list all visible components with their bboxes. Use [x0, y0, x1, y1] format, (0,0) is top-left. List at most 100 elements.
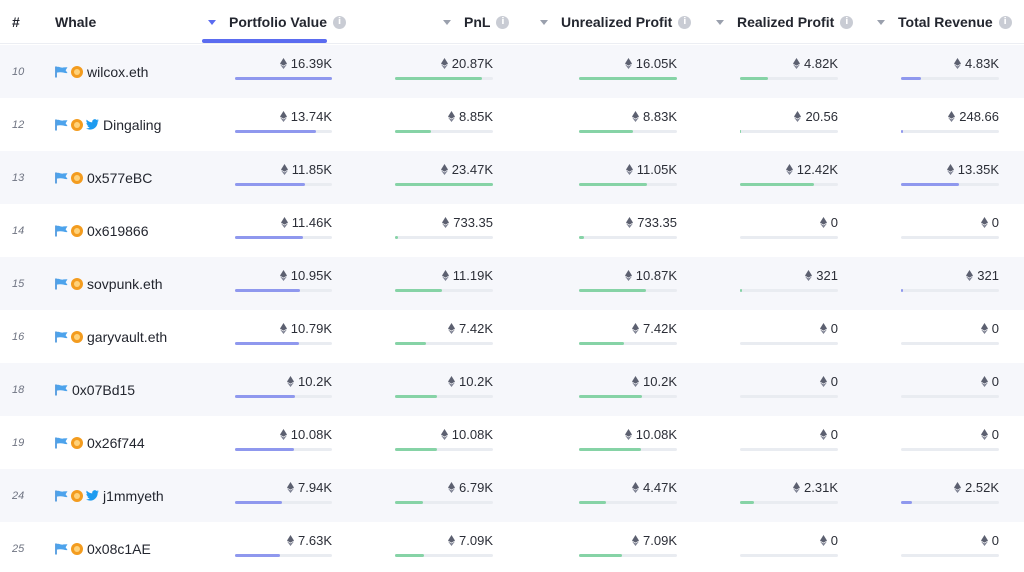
cell-realized: 321 [740, 257, 838, 310]
active-sort-indicator [202, 39, 327, 43]
table-row[interactable]: 18 0x07Bd15 10.2K 10.2K 10.2K 0 0 [0, 363, 1024, 416]
header-pnl[interactable]: PnL i [443, 0, 510, 44]
header-whale[interactable]: Whale [55, 0, 96, 44]
whale-cell[interactable]: 0x08c1AE [55, 522, 151, 572]
cell-pnl: 11.19K [395, 257, 493, 310]
whale-name[interactable]: Dingaling [103, 116, 162, 133]
whale-cell[interactable]: 0x07Bd15 [55, 363, 135, 416]
eth-icon [279, 270, 287, 281]
table-row[interactable]: 19 0x26f744 10.08K 10.08K 10.08K 0 0 [0, 416, 1024, 469]
value-revenue: 0 [991, 321, 999, 336]
header-total-revenue[interactable]: Total Revenue i [877, 0, 1012, 44]
eth-icon [948, 111, 956, 122]
bar-fill [579, 342, 625, 345]
row-rank: 10 [12, 65, 25, 78]
value-realized: 0 [830, 321, 838, 336]
whale-cell[interactable]: wilcox.eth [55, 45, 148, 98]
eth-icon [946, 164, 954, 175]
table-row[interactable]: 10 wilcox.eth 16.39K 20.87K 16.05K 4.82K 4.83K [0, 45, 1024, 98]
whale-name[interactable]: 0x08c1AE [87, 540, 151, 557]
table-row[interactable]: 14 0x619866 11.46K 733.35 733.35 0 0 [0, 204, 1024, 257]
table-row[interactable]: 13 0x577eBC 11.85K 23.47K 11.05K 12.42K 13.35K [0, 151, 1024, 204]
whale-cell[interactable]: sovpunk.eth [55, 257, 163, 310]
eth-icon [980, 429, 988, 440]
eth-icon [966, 270, 974, 281]
value-revenue: 0 [991, 427, 999, 442]
value-portfolio: 11.46K [291, 215, 332, 230]
value-revenue: 0 [991, 374, 999, 389]
value-unrealized: 10.87K [635, 268, 677, 283]
header-unrealized-profit[interactable]: Unrealized Profit i [540, 0, 692, 44]
whale-cell[interactable]: 0x577eBC [55, 151, 152, 204]
cell-pnl: 733.35 [395, 204, 493, 257]
whale-cell[interactable]: garyvault.eth [55, 310, 167, 363]
info-icon[interactable]: i [333, 15, 347, 29]
value-unrealized: 4.47K [643, 480, 677, 495]
eth-icon [279, 323, 287, 334]
eth-icon [440, 429, 448, 440]
whale-name[interactable]: j1mmyeth [103, 487, 164, 504]
whale-name[interactable]: 0x619866 [87, 222, 149, 239]
bar-fill [579, 183, 647, 186]
table-row[interactable]: 24 j1mmyeth 7.94K 6.79K 4.47K 2.31K 2.52K [0, 469, 1024, 522]
eth-icon [980, 376, 988, 387]
cell-pnl: 7.09K [395, 522, 493, 572]
cell-unrealized: 7.09K [579, 522, 677, 572]
table-row[interactable]: 25 0x08c1AE 7.63K 7.09K 7.09K 0 0 [0, 522, 1024, 572]
whale-name[interactable]: wilcox.eth [87, 63, 149, 80]
cell-revenue: 321 [901, 257, 999, 310]
table-row[interactable]: 12 Dingaling 13.74K 8.85K 8.83K 20.56 248.66 [0, 98, 1024, 151]
whale-name[interactable]: 0x26f744 [87, 434, 145, 451]
whale-cell[interactable]: 0x26f744 [55, 416, 145, 469]
bar-fill [740, 77, 769, 80]
info-icon[interactable]: i [840, 15, 854, 29]
whale-cell[interactable]: 0x619866 [55, 204, 149, 257]
whale-name[interactable]: sovpunk.eth [87, 275, 163, 292]
bar-fill [235, 395, 296, 398]
bar-track [901, 554, 999, 557]
eth-icon [980, 323, 988, 334]
table-row[interactable]: 15 sovpunk.eth 10.95K 11.19K 10.87K 321 321 [0, 257, 1024, 310]
cell-portfolio: 10.08K [235, 416, 332, 469]
cell-revenue: 0 [901, 310, 999, 363]
cell-unrealized: 4.47K [579, 469, 677, 522]
eth-icon [442, 217, 450, 228]
info-icon[interactable]: i [998, 15, 1012, 29]
whale-name[interactable]: 0x577eBC [87, 169, 153, 186]
whale-name[interactable]: garyvault.eth [87, 328, 168, 345]
bar-fill [901, 183, 959, 186]
info-icon[interactable]: i [678, 15, 692, 29]
bar-fill [901, 289, 903, 292]
cell-realized: 12.42K [740, 151, 838, 204]
eth-icon [624, 429, 632, 440]
row-rank: 16 [12, 330, 25, 343]
bar-fill [579, 448, 641, 451]
sort-caret-icon [877, 19, 885, 25]
bar-track [235, 130, 332, 133]
eth-icon [280, 164, 288, 175]
whale-cell[interactable]: j1mmyeth [55, 469, 164, 522]
value-realized: 4.82K [804, 56, 838, 71]
bar-track [740, 183, 838, 186]
cell-revenue: 248.66 [901, 98, 999, 151]
bar-fill [740, 183, 814, 186]
eth-icon [440, 164, 448, 175]
cell-unrealized: 11.05K [579, 151, 677, 204]
eth-icon [625, 164, 633, 175]
cell-revenue: 0 [901, 363, 999, 416]
header-unrealized-label: Unrealized Profit [561, 14, 673, 30]
eth-icon [624, 270, 632, 281]
info-icon[interactable]: i [496, 15, 510, 29]
whale-cell[interactable]: Dingaling [55, 98, 161, 151]
eth-icon [632, 376, 640, 387]
eth-icon [279, 58, 287, 69]
header-portfolio-value[interactable]: Portfolio Value i [208, 0, 347, 44]
table-row[interactable]: 16 garyvault.eth 10.79K 7.42K 7.42K 0 0 [0, 310, 1024, 363]
header-realized-profit[interactable]: Realized Profit i [716, 0, 854, 44]
cell-revenue: 2.52K [901, 469, 999, 522]
bar-track [740, 289, 838, 292]
sort-desc-icon [208, 19, 216, 25]
sort-caret-icon [540, 19, 548, 25]
whale-name[interactable]: 0x07Bd15 [72, 381, 136, 398]
